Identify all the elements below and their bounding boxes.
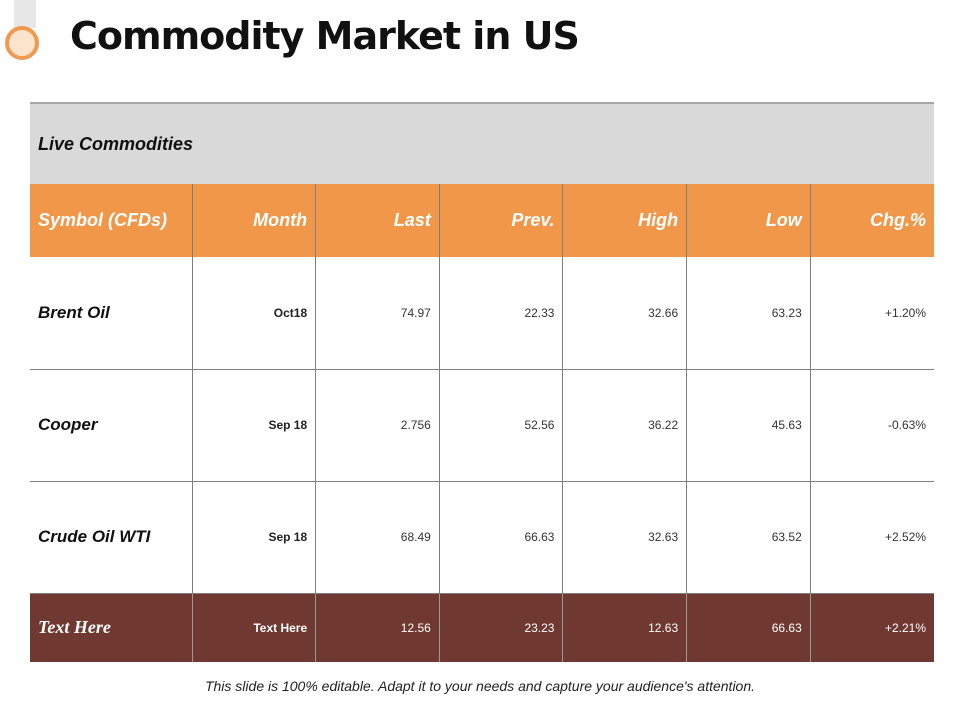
commodities-table: Live Commodities Symbol (CFDs) Month Las… [30, 102, 935, 662]
prev-cell: 66.63 [438, 481, 563, 594]
high-cell: 32.66 [562, 257, 687, 370]
low-cell: 63.23 [686, 257, 811, 370]
table-row: Crude Oil WTI Sep 18 68.49 66.63 32.63 6… [30, 481, 935, 594]
column-header-last: Last [315, 184, 440, 257]
section-title: Live Commodities [30, 102, 935, 184]
footer-change-cell: +2.21% [809, 593, 935, 662]
slide-footnote: This slide is 100% editable. Adapt it to… [204, 678, 756, 694]
footer-low-cell: 66.63 [686, 593, 811, 662]
low-cell: 45.63 [686, 369, 811, 482]
high-cell: 32.63 [562, 481, 687, 594]
high-cell: 36.22 [562, 369, 687, 482]
month-cell: Oct18 [191, 257, 316, 370]
symbol-cell: Cooper [30, 369, 192, 482]
footer-last-cell: 12.56 [315, 593, 440, 662]
month-cell: Sep 18 [191, 481, 316, 594]
last-cell: 68.49 [315, 481, 440, 594]
column-header-month: Month [191, 184, 316, 257]
decorative-bar [14, 0, 36, 28]
table-header-row: Symbol (CFDs) Month Last Prev. High Low … [30, 184, 935, 257]
symbol-cell: Brent Oil [30, 257, 192, 370]
footer-high-cell: 12.63 [562, 593, 687, 662]
slide-title: Commodity Market in US [70, 14, 580, 58]
change-cell: +2.52% [809, 481, 935, 594]
low-cell: 63.52 [686, 481, 811, 594]
table-footer-row: Text Here Text Here 12.56 23.23 12.63 66… [30, 593, 935, 662]
footer-prev-cell: 23.23 [438, 593, 563, 662]
table-row: Cooper Sep 18 2.756 52.56 36.22 45.63 -0… [30, 369, 935, 482]
symbol-cell: Crude Oil WTI [30, 481, 192, 594]
prev-cell: 22.33 [438, 257, 563, 370]
column-header-symbol: Symbol (CFDs) [30, 184, 192, 257]
month-cell: Sep 18 [191, 369, 316, 482]
column-header-prev: Prev. [438, 184, 563, 257]
prev-cell: 52.56 [438, 369, 563, 482]
section-title-row: Live Commodities [30, 102, 935, 184]
change-cell: +1.20% [809, 257, 935, 370]
decorative-circle-icon [5, 26, 39, 60]
column-header-low: Low [686, 184, 811, 257]
last-cell: 74.97 [315, 257, 440, 370]
footer-month-cell: Text Here [191, 593, 316, 662]
footer-symbol-cell: Text Here [30, 593, 192, 662]
change-cell: -0.63% [809, 369, 935, 482]
column-header-change: Chg.% [809, 184, 935, 257]
table-row: Brent Oil Oct18 74.97 22.33 32.66 63.23 … [30, 257, 935, 370]
column-header-high: High [562, 184, 687, 257]
last-cell: 2.756 [315, 369, 440, 482]
